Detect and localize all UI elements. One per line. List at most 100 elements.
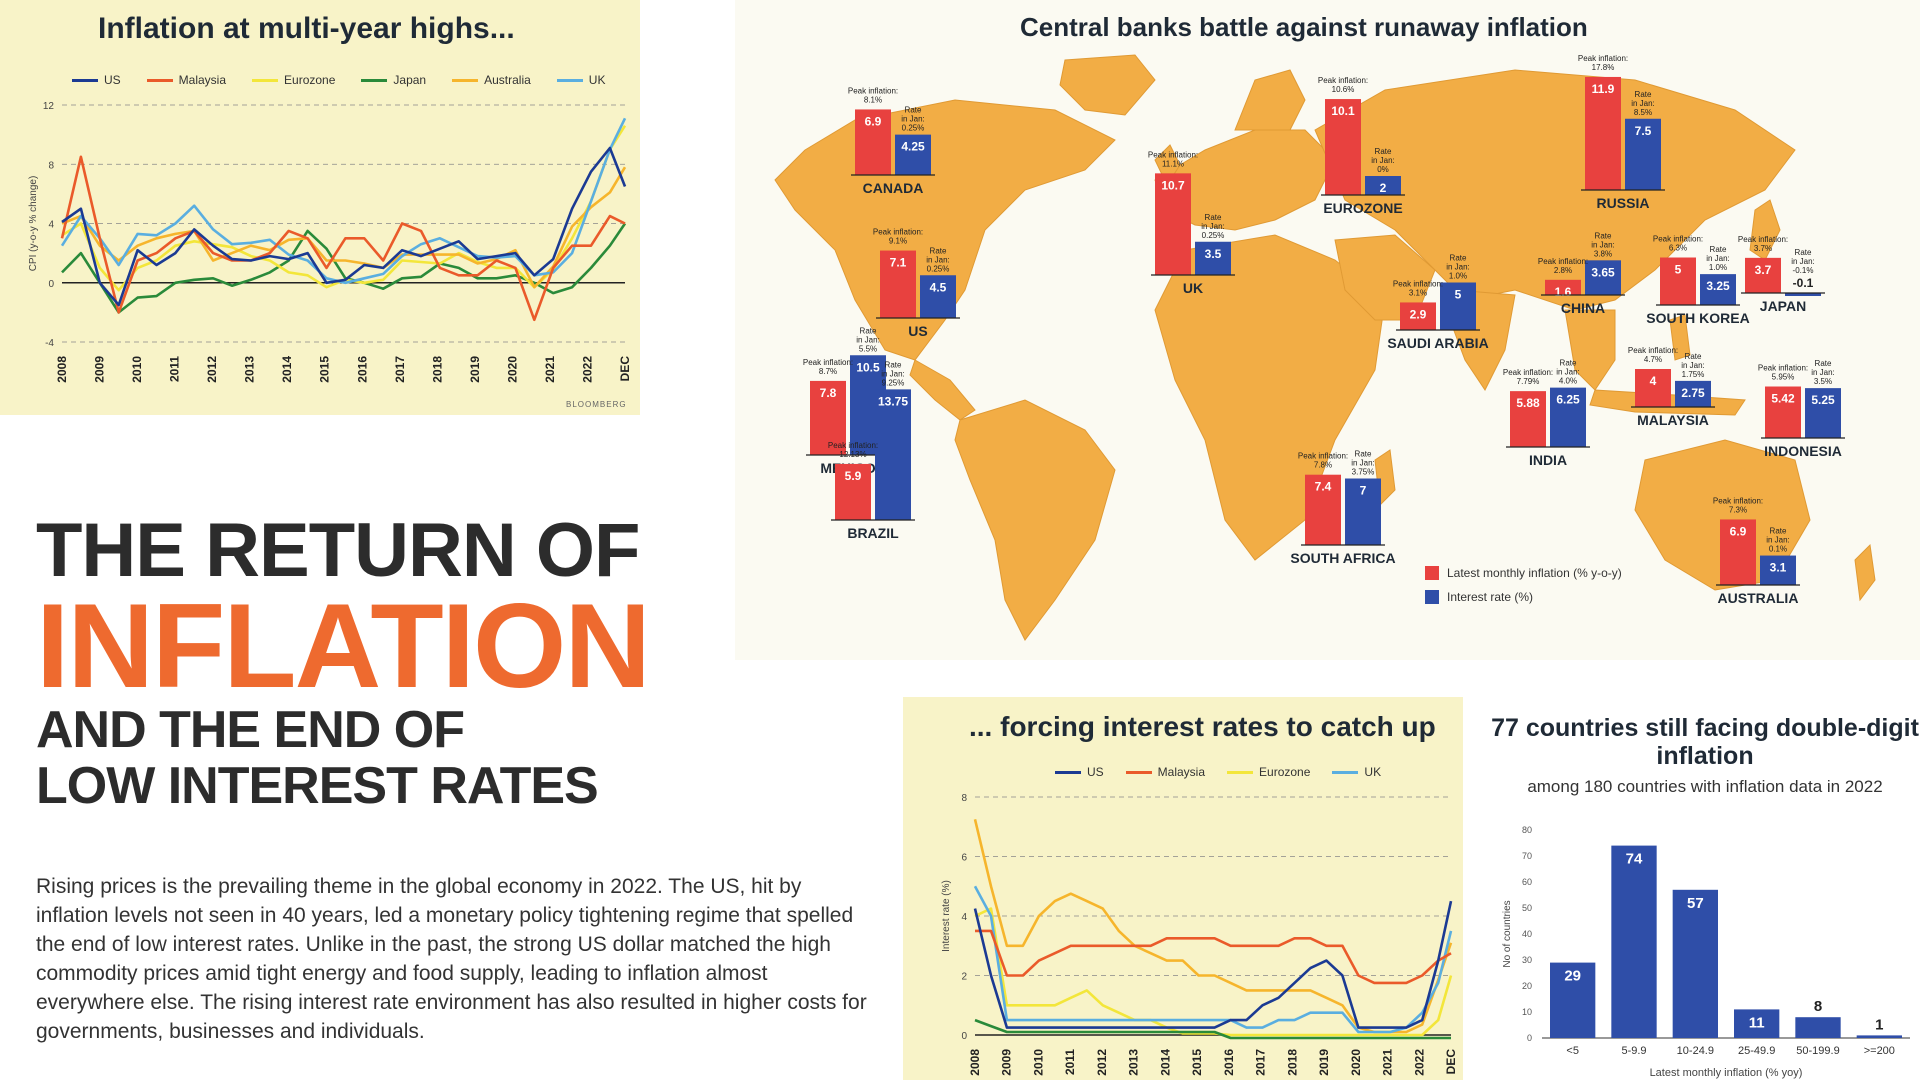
- inflation-value-south-korea: 5: [1675, 263, 1682, 277]
- rates-chart-plot: 8 6 4 2 0 Interest rate (%) 2008 2009 2010 2011 20…: [941, 793, 1458, 1076]
- country-name-indonesia: INDONESIA: [1764, 443, 1842, 459]
- rates-xtick-label: 2009: [1000, 1049, 1014, 1076]
- country-name-australia: AUSTRALIA: [1718, 590, 1799, 606]
- hist-bar-value: 57: [1687, 895, 1704, 912]
- rate-bar-china: [1585, 260, 1621, 295]
- cpi-xtick-label: 2009: [93, 356, 107, 383]
- hist-bar-5-9-9: [1611, 845, 1657, 1038]
- cpi-xtick-label: 2016: [355, 356, 369, 383]
- country-name-china: CHINA: [1561, 300, 1605, 316]
- map-country-us: 7.1 4.5 Peak inflation: 9.1%Rate in Jan: 0.25…: [873, 228, 960, 339]
- cpi-ytick-label: 12: [43, 101, 55, 112]
- cpi-legend-japan: Japan: [361, 73, 426, 87]
- country-name-south-africa: SOUTH AFRICA: [1290, 550, 1395, 566]
- rates-legend-swatch-eurozone: [1227, 770, 1254, 774]
- rate-value-malaysia: 2.75: [1681, 386, 1705, 400]
- hist-bar-value: 29: [1564, 968, 1581, 985]
- cpi-chart-plot: 12 8 4 0 -4 CPI (y-o-y % change) 2008 2009 2010 2…: [28, 101, 632, 383]
- rate-label-japan: Rate in Jan: -0.1%: [1791, 248, 1815, 275]
- rate-value-us: 4.5: [930, 280, 947, 294]
- hist-bar-value: 1: [1875, 1016, 1883, 1033]
- histogram-subtitle: among 180 countries with inflation data …: [1527, 777, 1883, 796]
- asia-shape: [1314, 69, 1796, 311]
- peak-label-uk: Peak inflation: 11.1%: [1148, 150, 1198, 168]
- cpi-legend-uk: UK: [556, 73, 605, 87]
- rate-label-indonesia: Rate in Jan: 3.5%: [1811, 359, 1835, 386]
- hist-xtick-label: 5-9.9: [1621, 1045, 1646, 1057]
- rate-value-russia: 7.5: [1635, 124, 1652, 138]
- hist-ytick-label: 10: [1522, 1007, 1532, 1017]
- histogram-title: 77 countries still facing double-digit i…: [1491, 714, 1919, 770]
- peak-label-china: Peak inflation: 2.8%: [1538, 257, 1588, 275]
- cpi-xtick-label: 2020: [505, 356, 519, 383]
- inflation-value-saudi-arabia: 2.9: [1410, 307, 1427, 321]
- peak-label-russia: Peak inflation: 17.8%: [1578, 54, 1628, 72]
- rate-bar-indonesia: [1805, 388, 1841, 438]
- inflation-bar-saudi-arabia: [1400, 302, 1436, 330]
- hist-ytick-label: 50: [1522, 903, 1532, 913]
- inflation-bar-us: [880, 250, 916, 318]
- cpi-ytick-label: 4: [48, 220, 54, 231]
- rates-xtick-label: 2008: [968, 1049, 982, 1076]
- country-name-russia: RUSSIA: [1597, 195, 1650, 211]
- rates-xtick-label: 2015: [1190, 1049, 1204, 1076]
- rate-label-brazil: Rate in Jan: 9.25%: [881, 360, 905, 387]
- map-country-brazil: 5.9 13.75 Peak inflation: 12.13% Rate in Jan:…: [828, 360, 915, 541]
- rates-series-uk: [973, 885, 1453, 1034]
- rates-xtick-label: 2019: [1317, 1049, 1331, 1076]
- cpi-chart-legend: US Malaysia Eurozone Japan Australia UK: [72, 73, 605, 87]
- country-name-japan: JAPAN: [1760, 298, 1806, 314]
- inflation-value-us: 7.1: [890, 256, 907, 270]
- inflation-bar-south-africa: [1305, 474, 1341, 545]
- country-name-saudi-arabia: SAUDI ARABIA: [1387, 335, 1488, 351]
- inflation-bar-malaysia: [1635, 369, 1671, 407]
- cpi-xtick-label: 2008: [55, 356, 69, 383]
- rate-bar-uk: [1195, 241, 1231, 275]
- rate-label-uk: Rate in Jan: 0.25%: [1201, 213, 1225, 240]
- hist-xtick-label: 25-49.9: [1738, 1045, 1775, 1057]
- article-body: Rising prices is the prevailing theme in…: [36, 875, 867, 1043]
- hist-ylabel: No of countries: [1502, 900, 1513, 967]
- cpi-legend-australia: Australia: [452, 73, 531, 87]
- peak-label-south-korea: Peak inflation: 6.3%: [1653, 235, 1703, 253]
- rates-ytick-label: 2: [961, 972, 967, 983]
- cpi-legend-label-australia: Australia: [484, 73, 531, 87]
- cpi-chart-panel: Inflation at multi-year highs... US Malay…: [0, 0, 640, 415]
- map-title: Central banks battle against runaway inf…: [1020, 12, 1588, 42]
- inflation-value-brazil: 5.9: [845, 469, 862, 483]
- rates-chart-panel: ... forcing interest rates to catch up U…: [903, 697, 1463, 1080]
- rate-label-south-africa: Rate in Jan: 3.75%: [1351, 450, 1375, 477]
- rates-legend-swatch-us: [1055, 770, 1081, 774]
- rates-legend-swatch-uk: [1332, 770, 1359, 774]
- hist-bar-value: 11: [1749, 1014, 1765, 1031]
- map-country-australia: 6.9 3.1 Peak inflation: 7.3%Rate in Jan: 0.1%…: [1713, 496, 1800, 606]
- cpi-series-eurozone: [61, 125, 627, 292]
- rate-label-canada: Rate in Jan: 0.25%: [901, 106, 925, 133]
- rate-label-us: Rate in Jan: 0.25%: [926, 246, 950, 273]
- map-country-saudi-arabia: 2.9 5 Peak inflation: 3.1%Rate in Jan: 1.0% SA…: [1387, 254, 1488, 352]
- map-country-eurozone: 10.1 2 Peak inflation: 10.6% Rate in Jan: 0% EU…: [1318, 76, 1405, 216]
- rates-legend-label-us: US: [1087, 765, 1104, 779]
- rates-legend-malaysia: Malaysia: [1125, 765, 1206, 779]
- rate-value-south-africa: 7: [1360, 484, 1367, 498]
- cpi-xtick-label: 2014: [280, 356, 294, 383]
- north-america-shape: [774, 99, 1116, 361]
- rates-legend-label-malaysia: Malaysia: [1157, 765, 1206, 779]
- rates-ytick-label: 0: [961, 1031, 967, 1042]
- country-name-canada: CANADA: [863, 180, 924, 196]
- rates-chart-legend: US Malaysia Eurozone UK: [1055, 765, 1381, 779]
- map-country-japan: 3.7 -0.1 Peak inflation: 3.7% Rate in Jan: -0.…: [1738, 235, 1825, 314]
- country-name-malaysia: MALAYSIA: [1637, 412, 1709, 428]
- country-name-india: INDIA: [1529, 452, 1567, 468]
- cpi-legend-swatch-japan: [361, 78, 388, 82]
- hist-bar-200: [1856, 1035, 1902, 1038]
- headline-line-1: THE RETURN OF: [36, 508, 640, 593]
- inflation-bar-china: [1545, 279, 1581, 295]
- hist-ytick-label: 0: [1527, 1033, 1532, 1043]
- hist-xtick-label: <5: [1566, 1045, 1579, 1057]
- map-country-russia: 11.9 7.5 Peak inflation: 17.8%Rate in Jan: 8.…: [1578, 54, 1665, 211]
- rate-value-canada: 4.25: [901, 140, 925, 154]
